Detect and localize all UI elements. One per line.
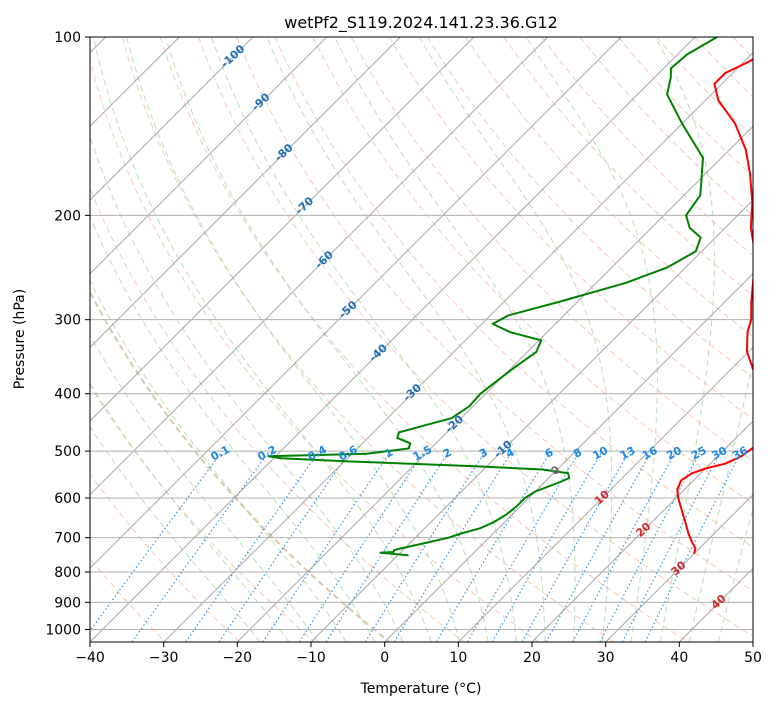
chart-title: wetPf2_S119.2024.141.23.36.G12 <box>284 13 558 33</box>
x-tick-label: −30 <box>149 650 179 666</box>
y-tick-label: 600 <box>54 491 81 507</box>
x-tick-label: 0 <box>380 650 389 666</box>
x-tick-label: 40 <box>670 650 688 666</box>
y-tick-label: 500 <box>54 444 81 460</box>
y-tick-label: 700 <box>54 531 81 547</box>
x-tick-label: 30 <box>597 650 615 666</box>
x-tick-label: 20 <box>523 650 541 666</box>
y-tick-label: 200 <box>54 208 81 224</box>
y-tick-label: 800 <box>54 565 81 581</box>
y-tick-label: 900 <box>54 595 81 611</box>
x-axis-label: Temperature (°C) <box>360 681 482 697</box>
y-axis-label: Pressure (hPa) <box>12 289 28 389</box>
y-tick-label: 100 <box>54 30 81 46</box>
x-tick-label: −20 <box>223 650 253 666</box>
x-tick-label: −10 <box>296 650 326 666</box>
y-tick-label: 1000 <box>45 622 81 638</box>
y-tick-label: 300 <box>54 313 81 329</box>
x-tick-label: 50 <box>744 650 762 666</box>
y-tick-label: 400 <box>54 387 81 403</box>
x-tick-label: 10 <box>449 650 467 666</box>
x-tick-label: −40 <box>75 650 105 666</box>
